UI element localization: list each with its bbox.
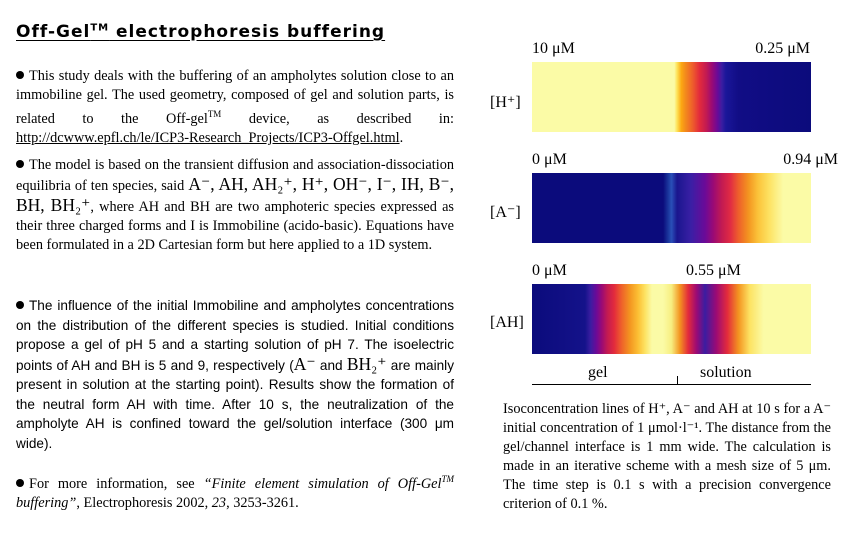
h-panel-label: [H⁺] [490,94,521,111]
project-link[interactable]: http://dcwww.epfl.ch/le/ICP3-Research_Pr… [16,129,400,146]
intro-paragraph: This study deals with the buffering of a… [16,68,454,146]
axis-solution-label: solution [700,364,752,381]
species-list: A⁻, AH, AH₂⁺, H⁺, OH⁻, I⁻, IH, B⁻, BH, B… [16,174,454,215]
a-scale-min: 0 μM [532,151,567,168]
axis-gel-label: gel [588,364,608,381]
ah-panel-label: [AH] [490,314,524,331]
bullet-icon [16,71,24,79]
a-panel-label: [A⁻] [490,204,521,221]
h-scale-max: 0.25 μM [755,40,810,57]
a-concentration-bar [532,173,811,243]
reference-paragraph: For more information, see “Finite elemen… [16,474,454,511]
ah-scale-min: 0 μM [532,262,567,279]
axis-line [532,384,811,385]
h-concentration-bar [532,62,811,132]
a-scale-max: 0.94 μM [783,151,838,168]
page-title: Off-GelTM electrophoresis buffering [16,22,386,42]
ah-concentration-bar [532,284,811,354]
bullet-icon [16,160,24,168]
h-scale-min: 10 μM [532,40,575,57]
model-paragraph: The model is based on the transient diff… [16,157,454,253]
bullet-icon [16,301,24,309]
figure-caption: Isoconcentration lines of H⁺, A⁻ and AH … [503,401,831,512]
ah-scale-max: 0.55 μM [686,262,741,279]
interface-tick [677,376,678,385]
bullet-icon [16,478,24,487]
influence-paragraph: The influence of the initial Immobiline … [16,298,454,451]
